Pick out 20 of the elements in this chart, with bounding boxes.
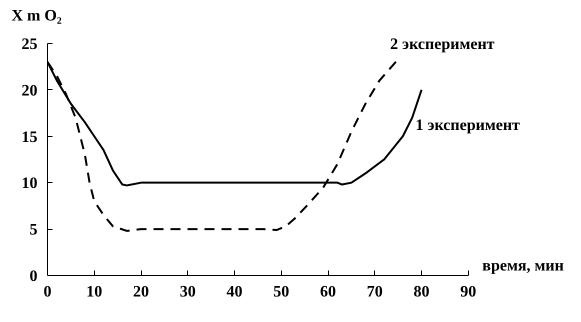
y-tick-label: 5 [30,222,38,239]
x-tick-label: 20 [133,284,150,300]
x-axis-title: время, мин [482,258,564,274]
y-tick-label: 10 [22,175,38,192]
y-tick-label: 25 [22,36,38,53]
x-tick-label: 60 [320,284,336,300]
series-label: 1 эксперимент [416,116,520,134]
series-label: 2 эксперимент [390,36,495,54]
x-tick-label: 0 [44,284,52,300]
x-tick-label: 30 [180,284,196,300]
y-tick-label: 15 [22,128,38,146]
y-tick-label: 20 [22,82,38,100]
x-tick-label: 90 [460,284,476,300]
x-tick-label: 50 [273,284,290,300]
x-tick-label: 10 [86,284,102,300]
x-tick-label: 40 [226,284,243,300]
x-tick-label: 70 [366,284,383,300]
x-tick-label: 80 [414,284,430,300]
y-tick-label: 0 [30,268,38,285]
y-axis-title: X m O₂ [12,8,62,24]
